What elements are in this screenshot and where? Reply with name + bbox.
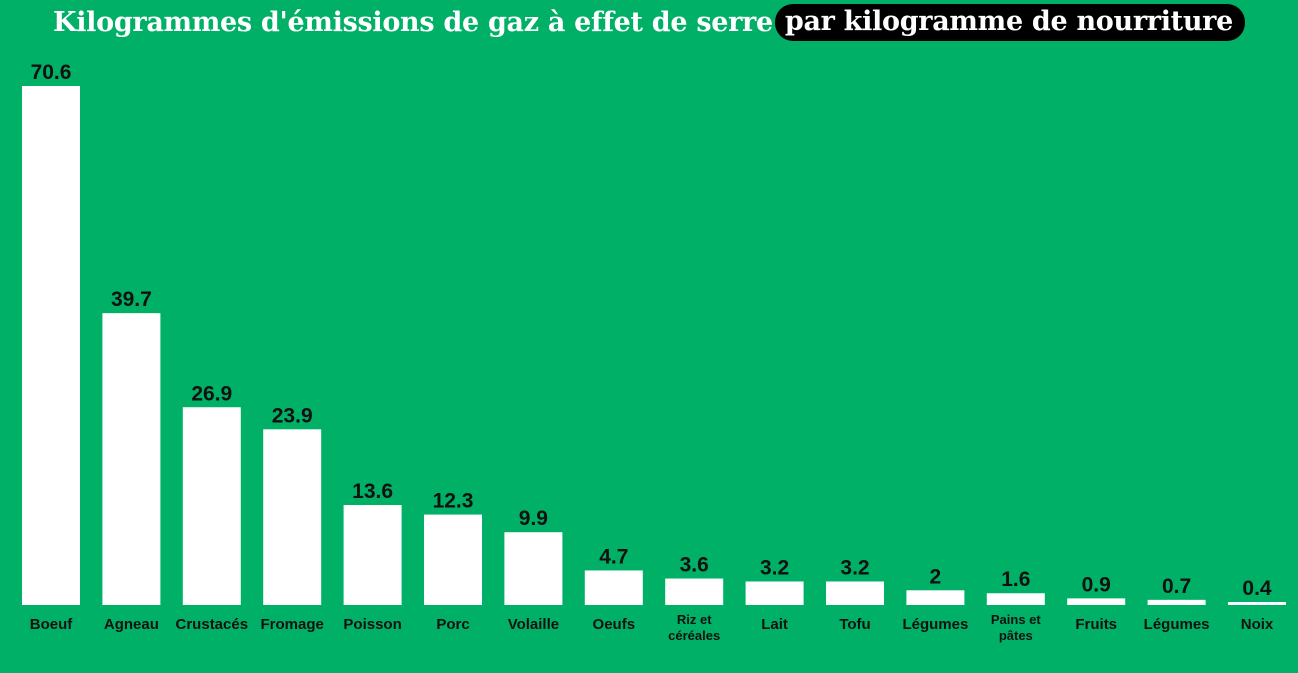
data-label: 3.2 — [840, 556, 869, 579]
category-label: Boeuf — [30, 616, 74, 633]
bar — [22, 86, 80, 605]
category-label: Poisson — [343, 616, 401, 633]
category-label: Noix — [1241, 616, 1274, 633]
data-label: 0.9 — [1082, 573, 1111, 596]
bar — [182, 407, 241, 605]
bar — [826, 581, 884, 605]
data-label: 0.4 — [1242, 577, 1272, 600]
bar — [745, 581, 804, 605]
category-label: Lait — [761, 616, 788, 633]
bar — [424, 514, 482, 605]
category-label: Légumes — [1144, 616, 1210, 633]
data-label: 12.3 — [433, 490, 474, 513]
bar — [1228, 602, 1286, 605]
category-label: Agneau — [104, 616, 159, 633]
chart-title-main: Kilogrammes d'émissions de gaz à effet d… — [53, 7, 773, 38]
bar — [102, 313, 161, 605]
bar — [1147, 599, 1206, 605]
bar — [343, 505, 402, 605]
category-label: Légumes — [902, 616, 968, 633]
data-label: 26.9 — [191, 382, 232, 405]
bar — [263, 429, 322, 605]
data-label: 0.7 — [1162, 575, 1191, 598]
category-label: Pains et pâtes — [991, 612, 1042, 643]
data-label: 4.7 — [599, 545, 628, 568]
bar — [584, 570, 643, 605]
data-label: 70.6 — [31, 61, 72, 84]
data-label: 13.6 — [352, 480, 393, 503]
bar — [986, 593, 1045, 605]
bar — [1067, 598, 1126, 605]
category-label: Riz et céréales — [668, 612, 720, 643]
chart-title-highlight: par kilogramme de nourriture — [774, 4, 1245, 41]
data-label: 9.9 — [519, 507, 548, 530]
data-label: 2 — [930, 565, 942, 588]
category-label: Fromage — [261, 616, 324, 633]
data-label: 1.6 — [1001, 568, 1030, 591]
bar — [665, 578, 724, 605]
data-label: 39.7 — [111, 288, 152, 311]
category-label: Oeufs — [593, 616, 636, 633]
data-label: 3.6 — [680, 554, 709, 577]
category-label: Fruits — [1075, 616, 1117, 633]
category-label: Porc — [436, 616, 469, 633]
data-label: 3.2 — [760, 556, 789, 579]
bar — [504, 532, 563, 605]
category-label: Tofu — [839, 616, 870, 633]
chart-title: Kilogrammes d'émissions de gaz à effet d… — [0, 4, 1298, 41]
data-label: 23.9 — [272, 404, 313, 427]
category-label: Crustacés — [176, 616, 249, 633]
category-label: Volaille — [508, 616, 559, 633]
bar — [906, 590, 965, 605]
